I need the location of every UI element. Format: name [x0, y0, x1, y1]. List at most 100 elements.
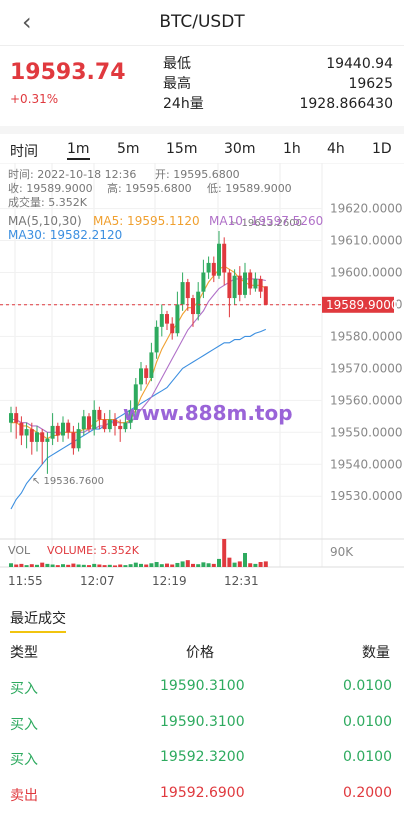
volume-label: VOL — [8, 544, 31, 557]
trade-price: 19590.3100 — [160, 678, 245, 694]
nav-bar: ‹ BTC/USDT — [0, 0, 404, 46]
y-tick-label: 19580.0000 — [330, 329, 403, 343]
stat-volume: 24h量 1928.866430 — [163, 94, 393, 114]
candle — [258, 278, 263, 292]
col-qty: 数量 — [362, 645, 390, 661]
volume-bar — [81, 564, 86, 567]
current-price-tag — [322, 296, 394, 313]
candle — [29, 429, 34, 442]
trade-price: 19590.3100 — [160, 713, 245, 730]
volume-bar — [211, 563, 216, 567]
volume-bar — [45, 563, 50, 567]
volume-bar — [123, 565, 128, 567]
tab-30m[interactable]: 30m — [224, 141, 256, 157]
trade-qty: 0.0100 — [343, 678, 392, 694]
volume-bar — [133, 562, 138, 567]
volume-bar — [24, 565, 29, 567]
stat-low-label: 最低 — [163, 56, 191, 72]
volume-bar — [191, 563, 195, 567]
candle — [222, 243, 227, 273]
candle — [217, 243, 221, 276]
candle — [170, 323, 175, 334]
tab-4h[interactable]: 4h — [327, 141, 345, 157]
y-tick-label: 19610.0000 — [330, 234, 403, 248]
stat-volume-label: 24h量 — [163, 96, 204, 112]
chevron-left-icon[interactable]: ‹ — [22, 8, 32, 36]
candle — [201, 272, 206, 292]
volume-bar — [113, 565, 117, 567]
candle — [232, 275, 237, 299]
tab-1d[interactable]: 1D — [372, 141, 392, 157]
candle — [71, 432, 76, 449]
x-tick-label: 11:55 — [8, 574, 43, 588]
candle — [55, 425, 60, 436]
candle — [191, 298, 195, 315]
volume-bar — [19, 563, 24, 567]
candle — [206, 262, 211, 273]
candle — [139, 368, 143, 385]
ma5-value: MA5: 19595.1120 — [93, 214, 200, 228]
watermark-text: www.888m.top — [123, 401, 293, 425]
stat-high-label: 最高 — [163, 76, 191, 92]
volume-bar — [144, 564, 149, 567]
ticker-stats: 最低 19440.94 最高 19625 24h量 1928.866430 — [163, 54, 393, 114]
trade-price: 19592.3200 — [160, 749, 245, 765]
candle — [248, 272, 253, 289]
volume-bar — [159, 564, 164, 567]
volume-bar — [87, 565, 91, 567]
tab-1h[interactable]: 1h — [283, 141, 301, 157]
volume-bar — [175, 562, 180, 567]
kline-chart[interactable]: 19620.000019610.000019600.000019590.0000… — [0, 163, 404, 595]
volume-bar — [185, 560, 190, 567]
x-tick-label: 12:31 — [224, 574, 259, 588]
volume-bar — [206, 563, 211, 567]
volume-bar — [118, 564, 123, 567]
volume-bar — [170, 564, 175, 567]
volume-bar — [92, 563, 97, 567]
stat-high: 最高 19625 — [163, 74, 393, 94]
candle — [97, 409, 102, 420]
trade-qty: 0.2000 — [343, 784, 392, 801]
volume-bar — [149, 563, 154, 567]
candle — [66, 422, 71, 433]
volume-bar — [222, 539, 227, 567]
page-title: BTC/USDT — [159, 12, 245, 32]
last-price: 19593.74 — [10, 60, 126, 85]
info-close: 收: 19589.9000 — [8, 182, 93, 195]
volume-bar — [9, 563, 13, 567]
candle — [211, 262, 216, 276]
tab-15m[interactable]: 15m — [166, 141, 198, 157]
volume-bar — [263, 561, 268, 567]
info-high: 高: 19595.6800 — [107, 182, 192, 195]
tab-5m[interactable]: 5m — [117, 141, 140, 157]
candle — [113, 419, 117, 426]
tab-1m[interactable]: 1m — [67, 141, 90, 160]
volume-bar — [55, 565, 60, 567]
y-tick-label: 19560.0000 — [330, 393, 403, 407]
candle — [19, 422, 24, 436]
volume-bar — [76, 564, 81, 567]
volume-bar — [102, 565, 107, 567]
y-tick-label: 19540.0000 — [330, 457, 403, 471]
candle — [35, 432, 39, 442]
volume-bar — [29, 564, 34, 567]
candle — [154, 326, 159, 353]
volume-bar — [253, 563, 258, 567]
max-price-mark: ← 19613.2600 — [230, 218, 302, 229]
info-open: 开: 19595.6800 — [155, 168, 240, 181]
trade-type: 买入 — [10, 681, 38, 697]
candle — [159, 314, 164, 327]
tab-time[interactable]: 时间 — [10, 144, 38, 160]
candle — [50, 425, 55, 439]
volume-bar — [139, 563, 143, 567]
ma10-value: MA10: 19597.5260 — [209, 214, 324, 228]
stat-volume-value: 1928.866430 — [299, 96, 393, 112]
candle — [144, 368, 149, 378]
candle — [237, 275, 242, 295]
x-tick-label: 12:19 — [152, 574, 187, 588]
volume-bar — [40, 562, 45, 567]
candle — [45, 438, 50, 442]
col-type: 类型 — [10, 645, 38, 661]
trade-qty: 0.0100 — [343, 749, 392, 765]
volume-bar — [201, 562, 206, 567]
